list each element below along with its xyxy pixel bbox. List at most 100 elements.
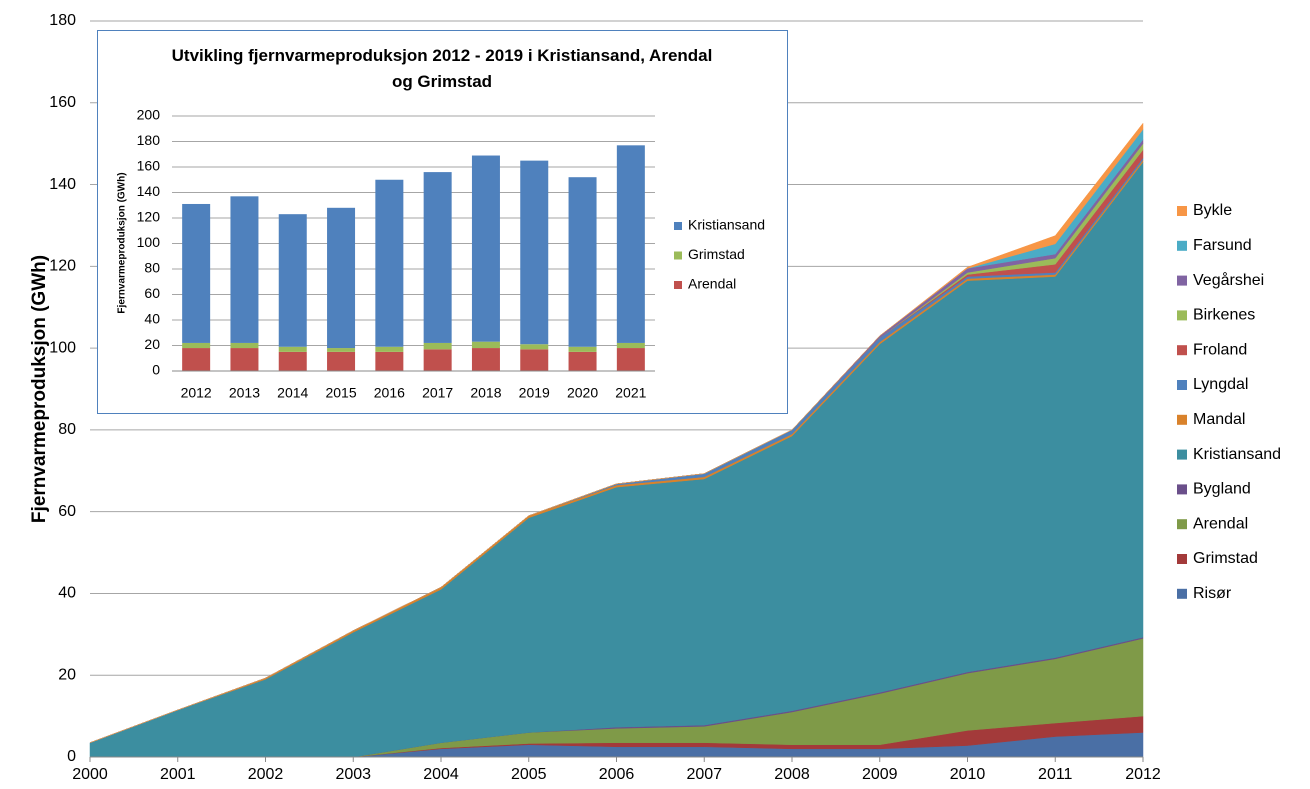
legend-swatch [1177, 414, 1187, 425]
legend-label: Arendal [688, 276, 736, 292]
legend-label: Vegårshei [1193, 271, 1264, 289]
legend-swatch [1177, 345, 1187, 356]
x-tick-label: 2008 [774, 766, 810, 783]
y-tick-label: 160 [137, 158, 161, 174]
bar-segment [278, 351, 307, 371]
x-tick-label: 2016 [374, 385, 405, 401]
x-tick-label: 2006 [599, 766, 635, 783]
legend-swatch [1177, 588, 1187, 599]
x-tick-label: 2002 [248, 766, 284, 783]
bar-segment [520, 160, 549, 345]
x-tick-label: 2003 [335, 766, 371, 783]
bar-segment [327, 207, 356, 349]
x-tick-label: 2021 [615, 385, 646, 401]
legend-label: Grimstad [688, 246, 745, 262]
bar-segment [327, 351, 356, 371]
legend-label: Lyngdal [1193, 376, 1248, 393]
bar-segment [423, 172, 452, 343]
bar-segment [230, 342, 259, 349]
y-tick-label: 20 [144, 336, 160, 352]
y-tick-label: 100 [49, 339, 76, 356]
legend-label: Mandal [1193, 411, 1245, 428]
legend-swatch [1177, 310, 1187, 321]
y-tick-label: 80 [58, 421, 76, 438]
bar-segment [182, 203, 211, 343]
bar-segment [230, 196, 259, 343]
x-tick-label: 2018 [470, 385, 501, 401]
legend-label: Farsund [1193, 237, 1252, 254]
area [89, 122, 1144, 743]
bar-segment [375, 351, 404, 371]
bar-segment [375, 346, 404, 352]
x-tick-label: 2000 [72, 766, 108, 783]
bar-segment [278, 214, 307, 347]
x-tick-label: 2020 [567, 385, 598, 401]
bar-segment [520, 344, 549, 350]
x-tick-label: 2015 [325, 385, 356, 401]
y-tick-label: 140 [137, 183, 161, 199]
x-tick-label: 2013 [229, 385, 260, 401]
x-tick-label: 2010 [950, 766, 986, 783]
legend-swatch [1177, 484, 1187, 495]
y-tick-label: 180 [137, 132, 161, 148]
legend-swatch [1177, 275, 1187, 286]
x-tick-label: 2011 [1038, 766, 1073, 783]
y-tick-label: 0 [67, 748, 76, 765]
legend-swatch [1177, 380, 1187, 390]
y-tick-label: 0 [152, 362, 160, 378]
x-tick-label: 2012 [1125, 766, 1161, 783]
x-tick-label: 2012 [181, 385, 212, 401]
x-tick-label: 2007 [686, 766, 722, 783]
legend-label: Risør [1193, 585, 1232, 602]
bar-segment [471, 155, 500, 342]
y-tick-label: 120 [49, 258, 76, 275]
legend-swatch [674, 281, 682, 289]
legend-swatch [1177, 554, 1187, 564]
legend-label: Arendal [1193, 515, 1248, 532]
y-tick-label: 60 [58, 503, 76, 520]
y-tick-label: 180 [49, 12, 76, 29]
bar-segment [568, 346, 597, 352]
legend-label: Birkenes [1193, 307, 1255, 324]
bar-segment [616, 348, 645, 371]
legend-label: Grimstad [1193, 550, 1258, 567]
y-tick-label: 40 [144, 311, 160, 327]
y-tick-label: 20 [58, 666, 76, 683]
bar-segment [423, 349, 452, 371]
legend-swatch [1177, 519, 1187, 530]
x-tick-label: 2004 [423, 766, 459, 783]
x-tick-label: 2009 [862, 766, 898, 783]
bar-segment [471, 348, 500, 371]
y-tick-label: 200 [137, 107, 161, 123]
bar-segment [230, 348, 259, 371]
y-tick-label: 80 [144, 260, 160, 276]
bar-segment [375, 179, 404, 347]
y-tick-label: 120 [137, 209, 161, 225]
x-tick-label: 2017 [422, 385, 453, 401]
x-tick-label: 2014 [277, 385, 308, 401]
legend-swatch [1177, 449, 1187, 460]
legend-label: Bykle [1193, 202, 1232, 219]
bar-segment [182, 342, 211, 349]
legend-label: Bygland [1193, 481, 1251, 498]
bar-segment [616, 342, 645, 349]
bar-segment [278, 346, 307, 352]
x-tick-label: 2001 [160, 766, 196, 783]
bar-segment [471, 341, 500, 349]
x-tick-label: 2005 [511, 766, 547, 783]
legend-swatch [674, 251, 682, 260]
bar-segment [520, 349, 549, 371]
y-tick-label: 60 [144, 285, 160, 301]
bar-segment [568, 177, 597, 347]
bar-segment [423, 342, 452, 350]
legend-swatch [674, 222, 682, 230]
legend-swatch [1177, 240, 1187, 251]
y-tick-label: 40 [58, 585, 76, 602]
legend-swatch [1177, 206, 1187, 216]
bar-segment [616, 145, 645, 343]
bar-segment [327, 348, 356, 352]
y-tick-label: 140 [49, 176, 76, 193]
x-tick-label: 2019 [519, 385, 550, 401]
